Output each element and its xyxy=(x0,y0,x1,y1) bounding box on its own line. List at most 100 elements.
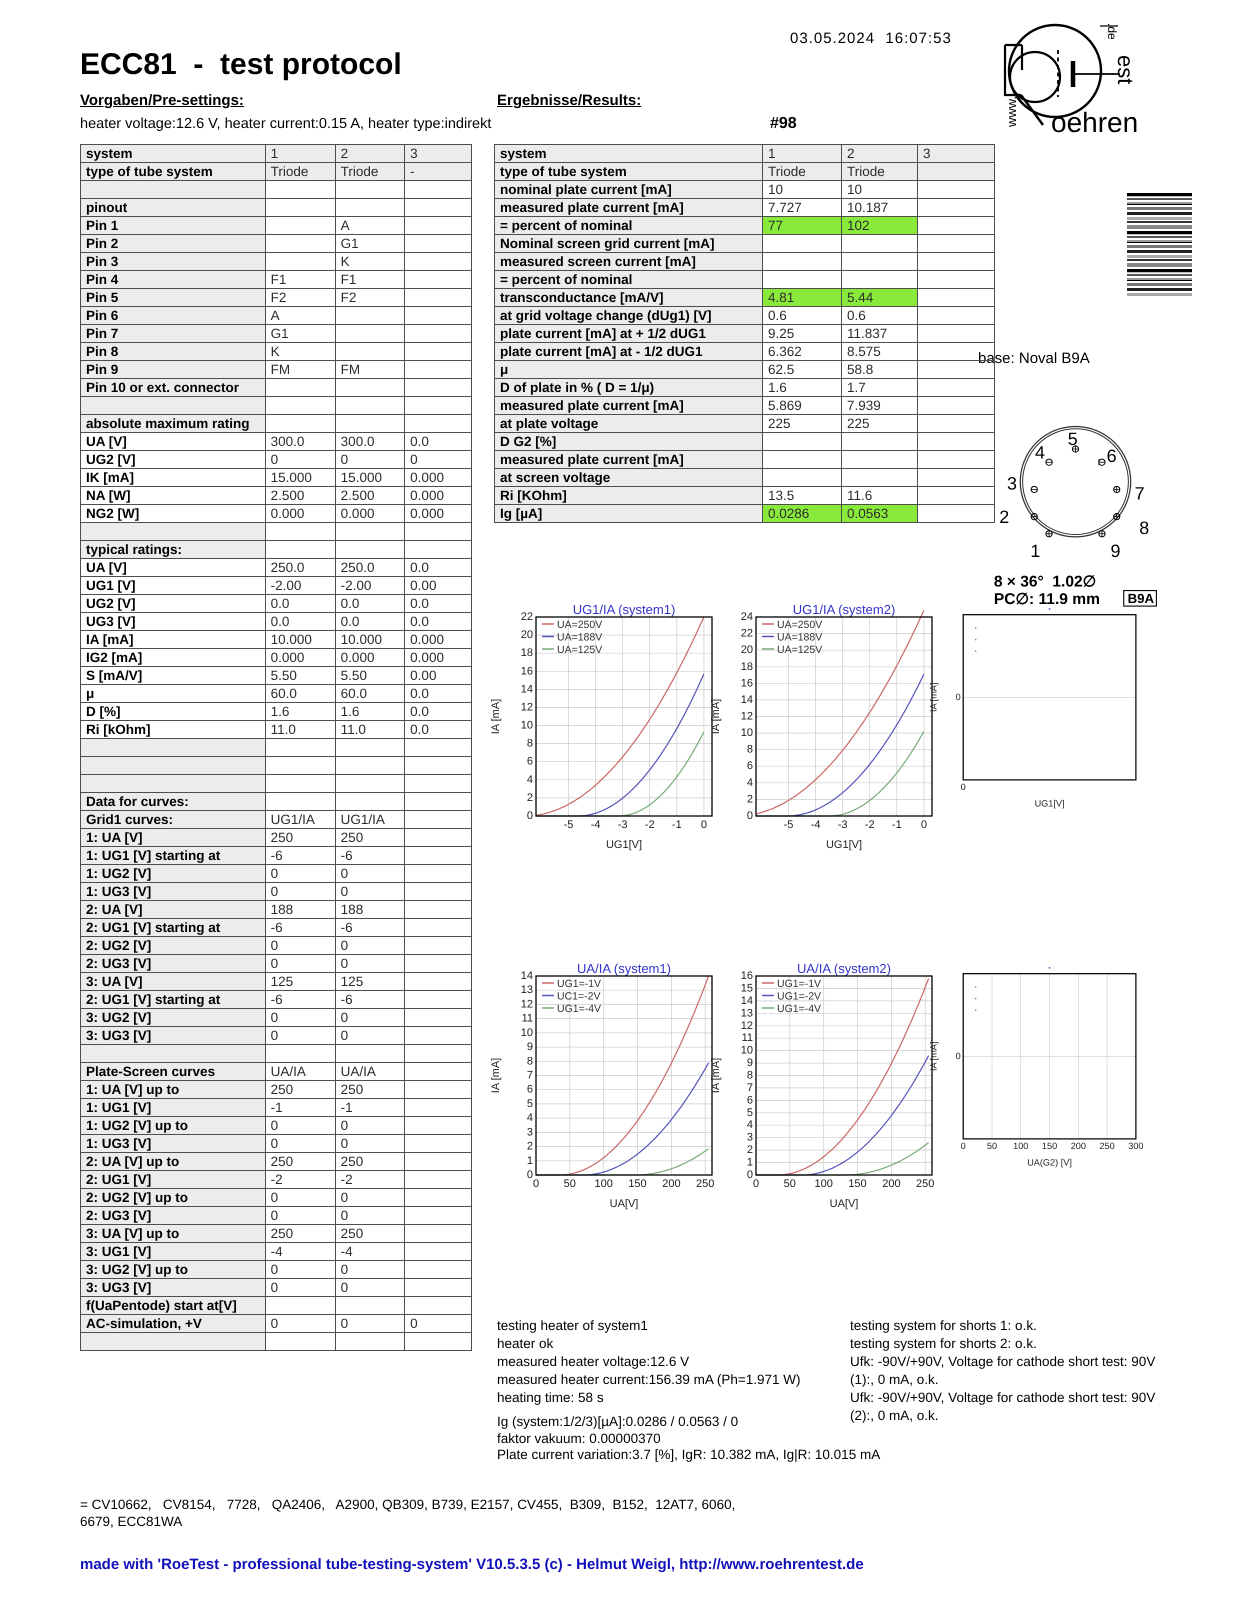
svg-text:UG1=-4V: UG1=-4V xyxy=(777,1003,821,1015)
svg-text:5: 5 xyxy=(527,1098,533,1110)
svg-text:1: 1 xyxy=(527,1155,533,1167)
svg-text:200: 200 xyxy=(1071,1141,1086,1151)
svg-text:0: 0 xyxy=(961,782,966,792)
svg-text:6: 6 xyxy=(747,1094,753,1106)
svg-text:12: 12 xyxy=(521,998,533,1010)
svg-text:14: 14 xyxy=(521,683,533,695)
svg-text:8: 8 xyxy=(747,744,753,756)
svg-text:9: 9 xyxy=(527,1041,533,1053)
svg-text:7: 7 xyxy=(747,1082,753,1094)
svg-text:3: 3 xyxy=(747,1132,753,1144)
svg-text:oehren: oehren xyxy=(1051,107,1138,138)
svg-text:-4: -4 xyxy=(591,819,601,831)
svg-text:8: 8 xyxy=(747,1070,753,1082)
svg-text:-2: -2 xyxy=(865,819,875,831)
svg-text:4: 4 xyxy=(527,1112,533,1124)
svg-text:11: 11 xyxy=(522,1013,533,1025)
svg-text:est: est xyxy=(1113,55,1138,84)
svg-text:9: 9 xyxy=(747,1057,753,1069)
svg-text:8: 8 xyxy=(527,738,533,750)
svg-text:UA=250V: UA=250V xyxy=(557,619,602,631)
svg-text:14: 14 xyxy=(741,694,753,706)
svg-text:UA=125V: UA=125V xyxy=(557,644,602,656)
svg-text:200: 200 xyxy=(662,1178,680,1190)
svg-text:10: 10 xyxy=(741,727,753,739)
svg-text:-2: -2 xyxy=(645,819,655,831)
svg-text:16: 16 xyxy=(741,970,753,982)
svg-text:2: 2 xyxy=(527,792,533,804)
svg-text:0: 0 xyxy=(961,1141,966,1151)
svg-text:0: 0 xyxy=(921,819,927,831)
svg-text:5: 5 xyxy=(747,1107,753,1119)
svg-text:0: 0 xyxy=(747,810,753,822)
svg-text:0: 0 xyxy=(527,810,533,822)
svg-text:UA(G2) [V]: UA(G2) [V] xyxy=(1027,1158,1072,1168)
svg-text:UG1[V]: UG1[V] xyxy=(1035,799,1065,809)
svg-text:200: 200 xyxy=(882,1178,900,1190)
svg-text:UG1=-1V: UG1=-1V xyxy=(557,978,601,990)
svg-text:8: 8 xyxy=(527,1055,533,1067)
svg-text:6: 6 xyxy=(527,1084,533,1096)
svg-text:11: 11 xyxy=(742,1032,753,1044)
svg-text:IA [mA]: IA [mA] xyxy=(710,1058,722,1093)
svg-text:1: 1 xyxy=(1030,541,1040,561)
svg-text:150: 150 xyxy=(848,1178,866,1190)
svg-text:13: 13 xyxy=(741,1007,753,1019)
svg-text:2: 2 xyxy=(747,793,753,805)
svg-text:UG1=-4V: UG1=-4V xyxy=(557,1003,601,1015)
svg-text:-5: -5 xyxy=(564,819,574,831)
svg-text:8 × 36° 1.02∅: 8 × 36° 1.02∅ xyxy=(994,573,1096,590)
svg-text:-5: -5 xyxy=(784,819,794,831)
svg-text:13: 13 xyxy=(521,984,533,996)
svg-text:IA [mA]: IA [mA] xyxy=(710,699,722,734)
svg-text:UG1/IA (system1): UG1/IA (system1) xyxy=(573,603,676,617)
svg-text:50: 50 xyxy=(564,1178,576,1190)
svg-text:4: 4 xyxy=(527,774,533,786)
svg-text:UG1[V]: UG1[V] xyxy=(826,839,862,851)
svg-text:UG1=-1V: UG1=-1V xyxy=(777,978,821,990)
svg-text:IA [mA]: IA [mA] xyxy=(930,1042,939,1071)
svg-text:UG1=-2V: UG1=-2V xyxy=(777,991,821,1003)
svg-text:18: 18 xyxy=(741,661,753,673)
svg-text:150: 150 xyxy=(628,1178,646,1190)
svg-text:UG1[V]: UG1[V] xyxy=(606,839,642,851)
svg-text:100: 100 xyxy=(1013,1141,1028,1151)
svg-text:300: 300 xyxy=(1128,1141,1143,1151)
svg-text:0: 0 xyxy=(956,692,961,702)
svg-text:UA[V]: UA[V] xyxy=(830,1198,859,1210)
svg-text:UA=125V: UA=125V xyxy=(777,644,822,656)
svg-text:12: 12 xyxy=(741,1020,753,1032)
svg-text:15: 15 xyxy=(741,982,753,994)
svg-text:3: 3 xyxy=(1007,473,1017,493)
svg-text:20: 20 xyxy=(521,629,533,641)
svg-text:10: 10 xyxy=(521,1027,533,1039)
svg-text:10: 10 xyxy=(741,1045,753,1057)
svg-text:4: 4 xyxy=(1035,442,1045,462)
svg-text:-3: -3 xyxy=(838,819,848,831)
svg-text:100: 100 xyxy=(815,1178,833,1190)
svg-text:18: 18 xyxy=(521,647,533,659)
svg-text:-3: -3 xyxy=(618,819,628,831)
svg-text:4: 4 xyxy=(747,1119,753,1131)
svg-text:UG1/IA (system2): UG1/IA (system2) xyxy=(793,603,896,617)
svg-text:10: 10 xyxy=(521,720,533,732)
svg-text:14: 14 xyxy=(521,970,533,982)
svg-text:2: 2 xyxy=(527,1141,533,1153)
svg-text:UA[V]: UA[V] xyxy=(610,1198,639,1210)
svg-text:0: 0 xyxy=(753,1178,759,1190)
svg-text:UA=250V: UA=250V xyxy=(777,619,822,631)
svg-text:14: 14 xyxy=(741,995,753,1007)
svg-text:16: 16 xyxy=(521,665,533,677)
svg-text:0: 0 xyxy=(701,819,707,831)
svg-text:-1: -1 xyxy=(672,819,682,831)
svg-text:IA [mA]: IA [mA] xyxy=(930,683,939,712)
svg-text:250: 250 xyxy=(916,1178,934,1190)
svg-text:1: 1 xyxy=(747,1157,753,1169)
svg-text:22: 22 xyxy=(741,628,753,640)
svg-text:50: 50 xyxy=(784,1178,796,1190)
svg-text:100: 100 xyxy=(595,1178,613,1190)
svg-text:24: 24 xyxy=(741,611,753,623)
svg-text:2: 2 xyxy=(747,1144,753,1156)
svg-text:6: 6 xyxy=(747,760,753,772)
svg-text:UA=188V: UA=188V xyxy=(557,632,602,644)
